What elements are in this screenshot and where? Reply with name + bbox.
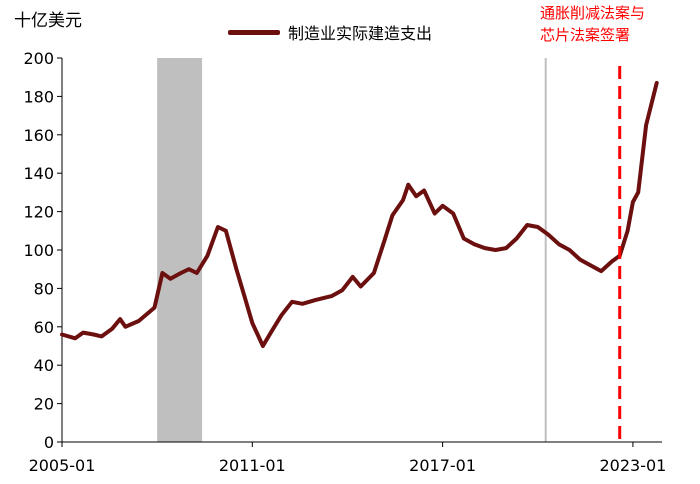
y-tick-label: 180 (23, 87, 54, 106)
y-tick-label: 20 (34, 395, 54, 414)
y-tick-label: 80 (34, 279, 54, 298)
x-tick-label: 2017-01 (409, 456, 476, 475)
event-annotation: 通胀削减法案与 芯片法案签署 (540, 2, 645, 46)
x-tick-label: 2005-01 (29, 456, 96, 475)
y-tick-label: 40 (34, 356, 54, 375)
series-line (60, 81, 659, 348)
y-tick-label: 120 (23, 203, 54, 222)
y-tick-label: 160 (23, 126, 54, 145)
y-unit-label: 十亿美元 (14, 11, 82, 31)
y-tick-label: 200 (23, 49, 54, 68)
shaded-region (157, 58, 203, 442)
annotation-line-1: 通胀削减法案与 (540, 4, 646, 22)
x-tick-label: 2011-01 (219, 456, 286, 475)
y-tick-label: 140 (23, 164, 54, 183)
legend-label: 制造业实际建造支出 (288, 24, 433, 43)
legend: 制造业实际建造支出 (228, 20, 432, 44)
y-tick-label: 0 (44, 433, 54, 452)
legend-swatch (228, 29, 280, 35)
annotation-line-2: 芯片法案签署 (540, 26, 631, 44)
y-tick-label: 100 (23, 241, 54, 260)
y-tick-label: 60 (34, 318, 54, 337)
x-tick-label: 2023-01 (599, 456, 666, 475)
